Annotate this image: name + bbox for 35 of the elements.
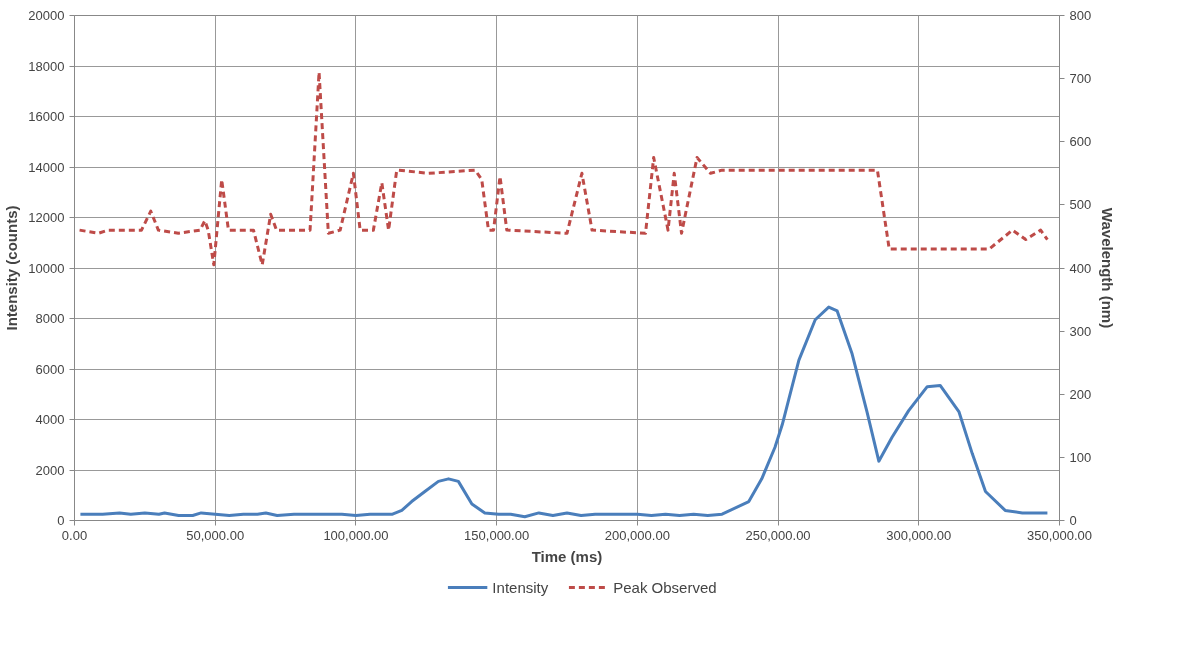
y-tick-label: 0 — [57, 513, 65, 528]
y-tick-label: 18000 — [28, 58, 65, 74]
y-tick-label: 8000 — [35, 311, 65, 326]
legend-label: Peak Observed — [613, 578, 717, 596]
y-tick-label: 16000 — [28, 109, 65, 124]
y2-tick-label: 700 — [1069, 71, 1092, 87]
y2-axis-title: Wavelength (nm) — [1099, 207, 1117, 329]
y-tick-label: 10000 — [28, 260, 65, 276]
x-tick-label: 350,000.00 — [1026, 527, 1093, 543]
y-tick-label: 6000 — [35, 361, 65, 377]
legend-label: Intensity — [492, 578, 549, 596]
x-axis-title: Time (ms) — [531, 547, 603, 565]
x-tick-label: 250,000.00 — [745, 527, 811, 543]
line-series — [78, 70, 1049, 267]
y2-tick-label: 600 — [1069, 134, 1092, 150]
y2-tick-label: 100 — [1069, 449, 1092, 465]
line-series — [78, 305, 1049, 519]
y2-tick-label: 300 — [1069, 323, 1092, 339]
y2-tick-label: 500 — [1069, 197, 1092, 213]
x-tick-label: 100,000.00 — [323, 527, 389, 543]
y2-tick-label: 400 — [1069, 260, 1092, 276]
y-tick-label: 20000 — [28, 8, 65, 23]
x-tick-label: 0.00 — [61, 527, 88, 543]
x-tick-label: 50,000.00 — [186, 527, 245, 543]
y-tick-label: 4000 — [35, 412, 65, 427]
y-tick-label: 12000 — [28, 210, 65, 225]
y-tick-label: 14000 — [28, 159, 65, 175]
y-axis-title: Intensity (counts) — [3, 205, 21, 331]
x-tick-label: 150,000.00 — [464, 527, 530, 543]
y2-tick-label: 0 — [1069, 513, 1077, 528]
y2-tick-label: 800 — [1069, 8, 1092, 23]
x-tick-label: 300,000.00 — [886, 527, 952, 543]
y-tick-label: 2000 — [35, 462, 65, 478]
x-tick-label: 200,000.00 — [604, 527, 670, 543]
y2-tick-label: 200 — [1069, 386, 1092, 402]
